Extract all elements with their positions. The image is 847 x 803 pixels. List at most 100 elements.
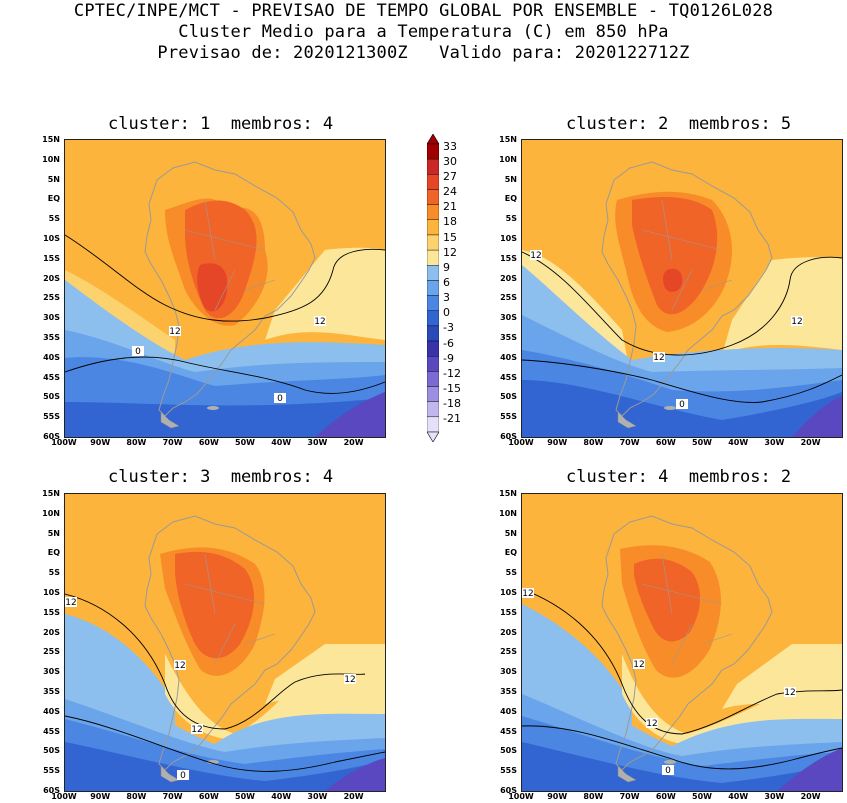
colorbar-swatch: [427, 174, 439, 190]
lat-tick-label: 10S: [500, 588, 517, 597]
panel-3-title: cluster: 3 membros: 4: [108, 467, 334, 487]
lon-tick-label: 60W: [655, 438, 676, 447]
svg-text:12: 12: [522, 589, 533, 599]
lat-tick-label: 60S: [500, 786, 517, 795]
lat-tick-label: 25S: [43, 293, 60, 303]
lat-tick-label: 60S: [500, 432, 517, 441]
colorbar-swatch: [427, 265, 439, 281]
colorbar-swatch: [427, 249, 439, 266]
lat-tick-label: 60S: [43, 432, 60, 441]
lat-tick-label: 10N: [499, 508, 517, 518]
lat-tick-label: 40S: [43, 706, 60, 716]
lat-tick-label: 55S: [43, 412, 60, 422]
lat-tick-label: 50S: [43, 392, 60, 402]
colorbar-label: 3: [443, 291, 450, 305]
colorbar-label: 24: [443, 185, 457, 199]
contour-label: 12: [633, 659, 645, 670]
lon-tick-label: 30W: [764, 792, 785, 801]
lat-tick-label: 55S: [43, 766, 60, 776]
lat-tick-label: 50S: [500, 392, 517, 402]
lat-tick-label: 35S: [500, 687, 517, 696]
main-title-line-2: Cluster Medio para a Temperatura (C) em …: [178, 22, 669, 42]
main-title-line-1: CPTEC/INPE/MCT - PREVISAO DE TEMPO GLOBA…: [73, 1, 774, 21]
colorbar-label: -21: [443, 412, 461, 426]
colorbar-label: 0: [443, 306, 450, 320]
contour-label: 0: [676, 399, 688, 410]
contour-label: 12: [191, 724, 203, 735]
lat-tick-label: 10S: [43, 588, 60, 597]
colorbar-label: -6: [443, 336, 454, 350]
lat-tick-label: 40S: [43, 352, 60, 362]
colorbar-swatch: [427, 325, 439, 342]
lon-tick-label: 70W: [162, 792, 183, 801]
colorbar-label: -18: [443, 397, 461, 411]
contour-label: 12: [314, 316, 326, 327]
svg-text:12: 12: [174, 661, 185, 671]
lat-tick-label: 60S: [43, 786, 60, 795]
lat-tick-label: 5N: [47, 174, 60, 184]
lon-tick-label: 90W: [547, 792, 568, 801]
lon-tick-label: 40W: [728, 792, 749, 801]
lat-tick-label: 50S: [43, 746, 60, 756]
lat-tick-label: 45S: [43, 726, 60, 736]
lat-tick-label: 15S: [500, 607, 517, 617]
colorbar-swatch: [427, 143, 439, 160]
lon-tick-label: 30W: [764, 438, 785, 447]
map-panel-4: 12 12 12 12 0: [521, 493, 843, 792]
svg-text:0: 0: [135, 347, 141, 357]
lat-tick-label: 5S: [48, 214, 60, 224]
lon-tick-label: 80W: [126, 792, 147, 801]
colorbar-swatch: [427, 356, 439, 372]
contour-label: 0: [132, 346, 144, 357]
main-title-line-3: Previsao de: 2020121300Z Valido para: 20…: [157, 43, 690, 63]
svg-text:12: 12: [314, 317, 325, 327]
lon-tick-label: 60W: [655, 792, 676, 801]
colorbar-swatch: [427, 386, 439, 402]
lat-tick-label: 55S: [500, 766, 517, 776]
lat-tick-label: 5N: [47, 528, 60, 538]
svg-text:0: 0: [665, 766, 671, 776]
contour-label: 12: [784, 687, 796, 698]
map-3-svg: 12 12 12 12 0: [65, 494, 385, 791]
contour-label: 12: [344, 674, 356, 685]
lat-tick-label: 20S: [43, 627, 60, 637]
colorbar-swatch: [427, 416, 439, 433]
lon-tick-label: 50W: [235, 792, 255, 801]
colorbar-label: -9: [443, 351, 454, 365]
contour-label: 12: [646, 718, 658, 729]
lon-tick-label: 70W: [619, 438, 640, 447]
svg-text:12: 12: [784, 688, 795, 698]
lon-tick-label: 50W: [692, 792, 712, 801]
contour-label: 12: [174, 660, 186, 671]
contour-label: 0: [177, 770, 189, 781]
lat-tick-label: 5S: [505, 568, 517, 578]
map-1-svg: 12 12 0 0: [65, 140, 385, 437]
lat-tick-label: EQ: [47, 548, 60, 558]
svg-text:12: 12: [191, 725, 202, 735]
contour-label: 12: [530, 250, 542, 261]
lon-tick-label: 100W: [508, 792, 534, 801]
lat-tick-label: 20S: [500, 627, 517, 637]
colorbar-swatch: [427, 219, 439, 236]
lat-tick-label: 40S: [500, 706, 517, 716]
lon-tick-label: 20W: [343, 438, 364, 447]
lat-tick-label: 20S: [43, 273, 60, 283]
lat-tick-label: 15N: [499, 135, 517, 144]
lon-tick-label: 40W: [728, 438, 749, 447]
lat-tick-label: 45S: [43, 372, 60, 382]
contour-label: 12: [169, 326, 181, 337]
colorbar-swatch: [427, 371, 439, 387]
lat-tick-label: 25S: [500, 293, 517, 303]
colorbar-label: -12: [443, 366, 461, 380]
svg-text:0: 0: [180, 771, 186, 781]
colorbar-label: 21: [443, 200, 457, 214]
lat-tick-label: 40S: [500, 352, 517, 362]
lat-tick-label: 55S: [500, 412, 517, 422]
lon-tick-label: 40W: [271, 438, 292, 447]
svg-text:12: 12: [65, 598, 76, 608]
lon-tick-label: 70W: [162, 438, 183, 447]
svg-text:12: 12: [530, 251, 541, 261]
lat-tick-label: EQ: [504, 194, 517, 204]
colorbar-label: -3: [443, 321, 454, 335]
colorbar-arrow-bottom: [427, 431, 439, 442]
